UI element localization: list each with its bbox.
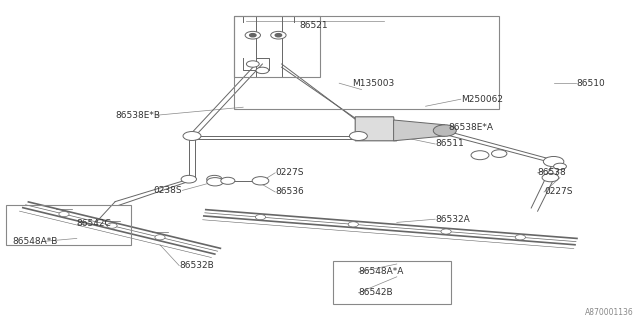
Text: M135003: M135003	[352, 79, 394, 88]
Text: 86542C: 86542C	[77, 220, 111, 228]
Text: 86548A*B: 86548A*B	[13, 237, 58, 246]
Bar	[234, 16, 320, 77]
Circle shape	[271, 31, 286, 39]
Circle shape	[181, 175, 196, 183]
Text: 86511: 86511	[435, 140, 464, 148]
Circle shape	[155, 235, 165, 240]
Text: 86532B: 86532B	[179, 261, 214, 270]
Circle shape	[348, 222, 358, 227]
Circle shape	[542, 173, 559, 182]
Text: 86532A: 86532A	[435, 215, 470, 224]
Circle shape	[107, 223, 117, 228]
Bar	[6, 205, 131, 245]
Circle shape	[433, 125, 456, 136]
Circle shape	[255, 214, 266, 220]
Circle shape	[543, 156, 564, 167]
Circle shape	[275, 34, 282, 37]
Text: A870001136: A870001136	[585, 308, 634, 317]
Text: 0227S: 0227S	[544, 188, 573, 196]
Circle shape	[250, 34, 256, 37]
Text: 86536: 86536	[275, 188, 304, 196]
Circle shape	[183, 132, 201, 140]
Text: 86538: 86538	[538, 168, 566, 177]
Circle shape	[59, 212, 69, 217]
Text: 0238S: 0238S	[154, 186, 182, 195]
Text: 86521: 86521	[300, 21, 328, 30]
Circle shape	[246, 61, 259, 67]
Text: 86542B: 86542B	[358, 288, 393, 297]
Text: 0227S: 0227S	[275, 168, 304, 177]
Bar	[234, 16, 499, 109]
Circle shape	[256, 67, 269, 74]
Text: 86538E*B: 86538E*B	[115, 111, 160, 120]
Circle shape	[515, 235, 525, 240]
Circle shape	[221, 177, 235, 184]
Circle shape	[441, 229, 451, 234]
Bar	[333, 261, 451, 304]
Circle shape	[471, 151, 489, 160]
Circle shape	[349, 132, 367, 140]
Circle shape	[245, 31, 260, 39]
Circle shape	[492, 150, 507, 157]
Text: M250062: M250062	[461, 95, 503, 104]
Text: 86548A*A: 86548A*A	[358, 268, 404, 276]
Circle shape	[207, 178, 223, 186]
Text: 86538E*A: 86538E*A	[448, 124, 493, 132]
Polygon shape	[355, 117, 397, 141]
Circle shape	[207, 175, 222, 183]
Text: 86510: 86510	[576, 79, 605, 88]
Circle shape	[252, 177, 269, 185]
Circle shape	[554, 163, 566, 170]
Polygon shape	[394, 120, 445, 141]
